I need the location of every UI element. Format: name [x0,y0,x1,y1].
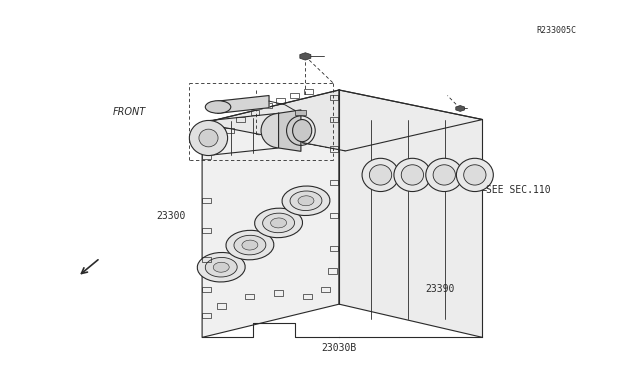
Bar [263,103,272,108]
Bar [246,294,254,299]
Bar [202,257,211,262]
Ellipse shape [205,101,231,113]
Bar [303,294,312,299]
Bar [304,89,313,94]
Bar [236,117,245,122]
Ellipse shape [213,262,229,272]
Text: SEE SEC.110: SEE SEC.110 [486,185,550,195]
Bar [330,180,339,185]
Ellipse shape [433,165,456,185]
Ellipse shape [292,119,312,142]
Bar [202,312,211,318]
Text: R233005C: R233005C [537,26,577,35]
Polygon shape [339,90,483,337]
Bar [290,93,299,98]
Bar [202,287,211,292]
Bar [225,128,234,133]
Ellipse shape [290,191,322,211]
Ellipse shape [271,218,287,228]
Polygon shape [202,90,339,337]
Text: 23300: 23300 [157,211,186,221]
Bar [330,213,339,218]
Bar [202,228,211,233]
Bar [214,139,223,144]
Bar [202,198,211,203]
Ellipse shape [464,165,486,185]
Ellipse shape [262,213,294,233]
Bar [250,110,259,115]
Ellipse shape [362,158,399,192]
Ellipse shape [189,121,228,155]
Polygon shape [218,96,269,113]
Polygon shape [202,90,483,151]
Ellipse shape [261,113,296,148]
Bar [294,110,306,115]
Ellipse shape [234,235,266,255]
Ellipse shape [242,240,258,250]
Ellipse shape [205,257,237,277]
Bar [202,154,211,159]
Text: FRONT: FRONT [113,107,146,117]
Bar [330,246,339,251]
Bar [330,117,339,122]
Text: 23390: 23390 [425,284,454,294]
Ellipse shape [255,208,303,238]
Ellipse shape [282,186,330,215]
Bar [217,304,226,309]
Bar [274,291,283,296]
Ellipse shape [401,165,424,185]
Ellipse shape [394,158,431,192]
Polygon shape [278,110,301,151]
Bar [330,95,339,100]
Bar [328,268,337,273]
Ellipse shape [197,253,245,282]
Ellipse shape [226,230,274,260]
Ellipse shape [426,158,463,192]
Ellipse shape [298,196,314,206]
Ellipse shape [369,165,392,185]
Ellipse shape [456,158,493,192]
Text: 23030B: 23030B [321,343,356,353]
Ellipse shape [199,129,218,147]
Bar [330,147,339,152]
Bar [276,98,285,103]
Bar [321,287,330,292]
